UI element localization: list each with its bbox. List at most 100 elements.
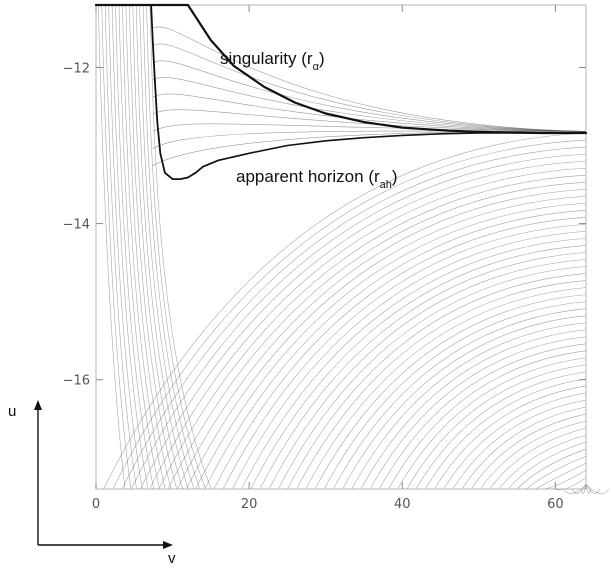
field-line (397, 357, 587, 490)
axis-arrows: u v (8, 400, 176, 567)
y-tick-label: −12 (63, 61, 90, 76)
field-line (213, 217, 587, 490)
field-line (149, 167, 587, 490)
field-line (305, 287, 587, 490)
field-line (259, 252, 587, 490)
singularity-curve (94, 3, 588, 135)
field-line (152, 109, 587, 132)
annotation-text: singularity (r (220, 49, 313, 68)
field-line (314, 294, 587, 490)
field-line (480, 420, 587, 490)
field-line (232, 231, 587, 490)
plot-frame (95, 4, 587, 490)
field-line (125, 4, 172, 490)
field-line (452, 399, 587, 490)
field-line (351, 322, 587, 490)
field-line (176, 188, 587, 490)
field-line (132, 4, 183, 490)
field-line (115, 4, 155, 490)
field-line (544, 470, 587, 490)
x-tick-label: 60 (547, 497, 564, 512)
field-line (287, 273, 587, 490)
x-tick-label: 40 (394, 497, 411, 512)
field-line (250, 245, 587, 490)
field-line (98, 4, 126, 490)
field-line (434, 385, 587, 490)
field-line (526, 455, 587, 490)
field-line (516, 448, 587, 490)
field-line (241, 238, 587, 490)
field-line (129, 4, 178, 490)
field-line (562, 484, 587, 494)
field-line (388, 350, 587, 490)
field-line (104, 4, 137, 490)
field-line (461, 406, 587, 490)
field-line (158, 174, 587, 490)
x-tick-label: 20 (241, 497, 258, 512)
field-line (535, 462, 587, 490)
field-line (101, 4, 132, 490)
field-line (571, 484, 587, 494)
field-line (415, 371, 587, 490)
field-line (152, 43, 587, 132)
field-line (585, 484, 610, 494)
field-line (122, 4, 166, 490)
field-line (507, 441, 587, 490)
v-axis-arrow-head (163, 541, 173, 549)
field-line (121, 146, 587, 490)
field-line (186, 195, 587, 490)
annotation-subscript: ah (380, 179, 392, 191)
annotation-close: ) (392, 167, 398, 186)
annotation-text: apparent horizon (r (236, 167, 380, 186)
field-line (360, 329, 587, 490)
annotations: singularity (rα)apparent horizon (rah) (220, 49, 398, 191)
u-axis-label: u (8, 403, 16, 420)
field-line (333, 308, 587, 490)
u-axis-arrow-head (34, 400, 42, 410)
field-line (369, 336, 587, 490)
field-line (268, 259, 587, 490)
annotation-singularity: singularity (rα) (220, 49, 325, 73)
axis-ticks: 0 20 40 60 −12 −14 −16 (63, 5, 586, 512)
field-line (139, 4, 195, 490)
field-line (296, 280, 587, 490)
field-line (135, 4, 189, 490)
field-line (152, 60, 587, 132)
field-line (152, 93, 587, 132)
y-tick-label: −14 (63, 218, 90, 233)
field-line (152, 123, 587, 132)
background-field-lines (98, 4, 610, 494)
field-line (204, 210, 587, 490)
series-group (94, 3, 588, 181)
field-line (443, 392, 587, 490)
field-line (108, 4, 143, 490)
apparent-horizon-curve (150, 4, 220, 181)
field-line (277, 266, 587, 490)
field-line (103, 132, 587, 490)
apparent-horizon-tail (217, 132, 587, 162)
field-line (140, 160, 587, 490)
annotation-close: ) (319, 49, 325, 68)
field-line (118, 4, 160, 490)
field-line (111, 4, 149, 490)
v-axis-label: v (168, 550, 176, 567)
field-line (149, 4, 212, 490)
field-line (498, 434, 587, 490)
field-line (470, 413, 587, 490)
field-line (152, 77, 587, 132)
field-line (379, 343, 587, 490)
field-line (323, 301, 587, 490)
field-line (152, 26, 587, 132)
annotation-apparent-horizon: apparent horizon (rah) (236, 167, 398, 191)
field-line (585, 484, 601, 494)
field-line (222, 224, 587, 490)
field-line (130, 153, 587, 490)
x-tick-label: 0 (92, 497, 100, 512)
annotation-subscript: α (313, 61, 320, 73)
field-line (342, 315, 587, 490)
field-line (167, 181, 587, 490)
field-line (195, 203, 587, 490)
field-line (406, 364, 587, 490)
field-line (424, 378, 587, 490)
